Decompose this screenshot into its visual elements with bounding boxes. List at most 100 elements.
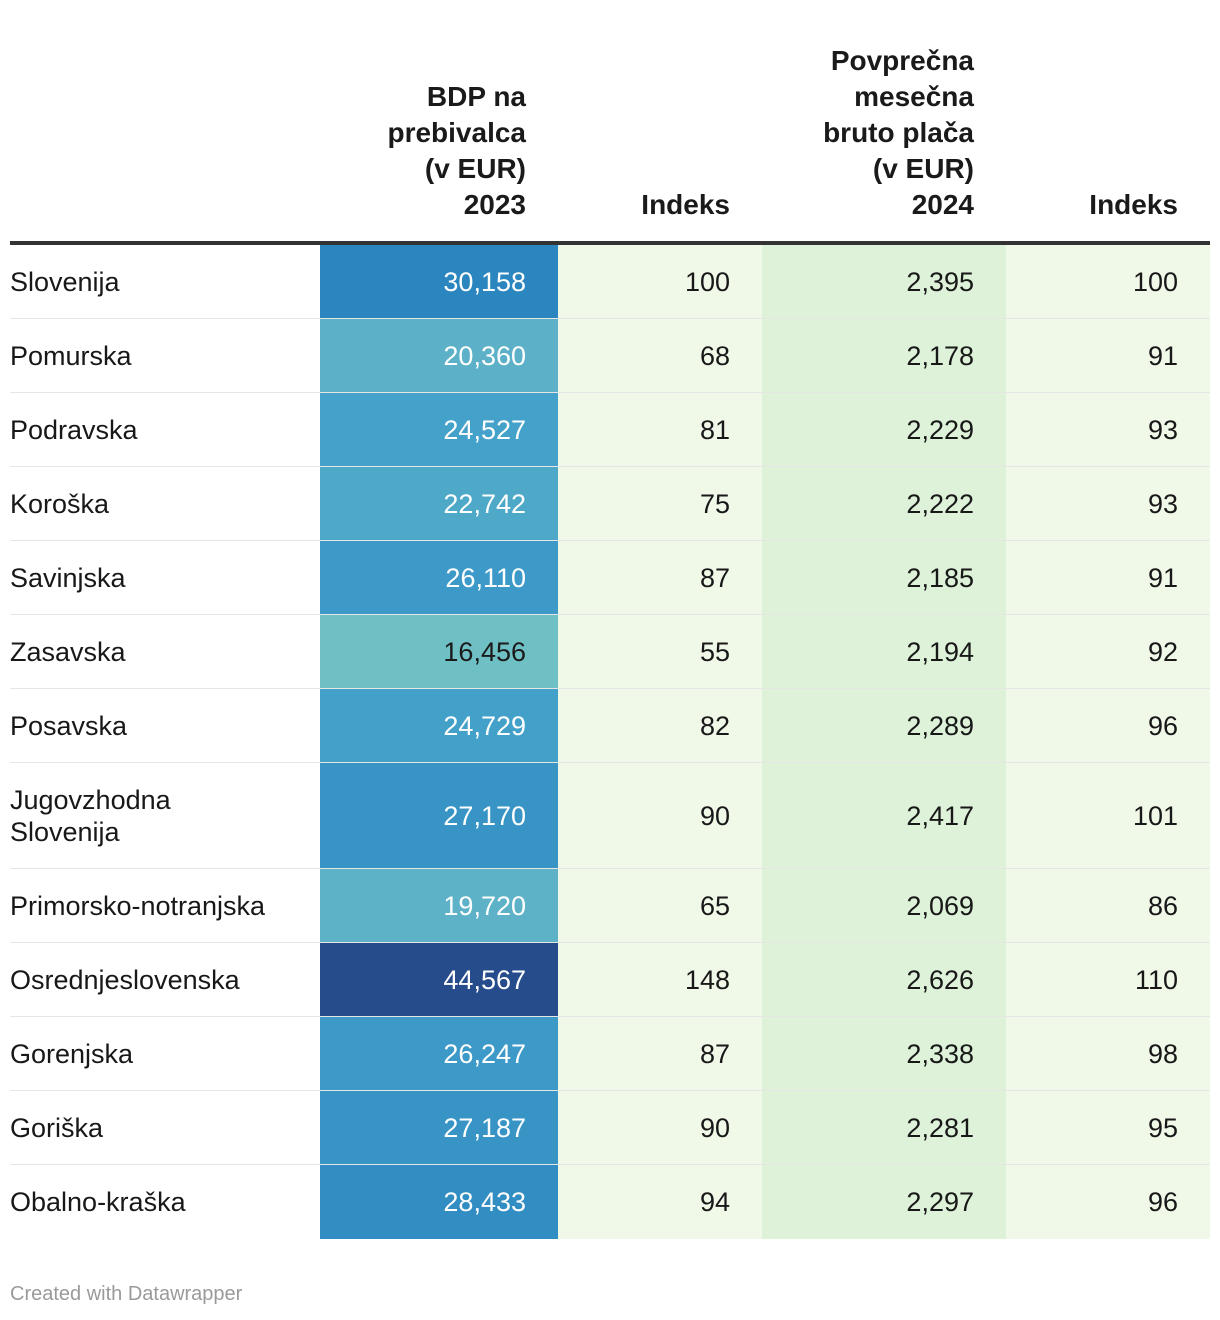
wage-index-cell: 93 [1006,393,1210,466]
wage-cell: 2,395 [762,245,1006,318]
region-cell-value: Zasavska [10,636,126,667]
header-gdp-index[interactable]: Indeks [641,189,730,220]
gdp-cell: 19,720 [320,869,558,942]
wage-cell: 2,229 [762,393,1006,466]
gdp-cell-value: 26,110 [445,562,526,593]
wage-cell-value: 2,289 [906,710,974,741]
wage-index-cell: 101 [1006,763,1210,868]
region-cell: Savinjska [10,541,320,614]
gdp-cell-value: 24,527 [443,414,526,445]
gdp-cell-value: 16,456 [443,636,526,667]
wage-cell-value: 2,069 [906,890,974,921]
wage-cell: 2,338 [762,1017,1006,1090]
gdp-cell: 26,110 [320,541,558,614]
wage-index-cell: 98 [1006,1017,1210,1090]
wage-cell-value: 2,297 [906,1187,974,1217]
wage-cell: 2,069 [762,869,1006,942]
region-cell-value: Jugovzhodna Slovenija [10,784,171,847]
wage-index-cell: 86 [1006,869,1210,942]
wage-index-cell-value: 91 [1147,562,1178,593]
gdp-index-cell: 55 [558,615,762,688]
wage-cell: 2,222 [762,467,1006,540]
wage-index-cell: 96 [1006,689,1210,762]
gdp-cell: 44,567 [320,943,558,1016]
gdp-index-cell: 68 [558,319,762,392]
region-cell-value: Obalno-kraška [10,1187,186,1217]
table-row: Gorenjska 26,247 87 2,338 98 [10,1017,1210,1091]
gdp-cell-value: 20,360 [443,340,526,371]
wage-cell: 2,178 [762,319,1006,392]
datawrapper-credit[interactable]: Created with Datawrapper [10,1283,243,1305]
region-cell: Primorsko-notranjska [10,869,320,942]
gdp-index-cell-value: 94 [699,1187,730,1217]
wage-index-cell-value: 86 [1147,890,1178,921]
region-cell-value: Goriška [10,1112,104,1143]
gdp-cell-value: 27,187 [443,1112,526,1143]
table-row: Pomurska 20,360 68 2,178 91 [10,319,1210,393]
gdp-cell: 24,527 [320,393,558,466]
gdp-index-cell: 65 [558,869,762,942]
gdp-index-cell-value: 87 [699,562,730,593]
region-cell: Podravska [10,393,320,466]
data-table: BDP na prebivalca (v EUR) 2023 Indeks Po… [10,0,1210,1239]
gdp-index-cell: 100 [558,245,762,318]
region-cell-value: Slovenija [10,266,120,297]
table-row: Posavska 24,729 82 2,289 96 [10,689,1210,763]
table-row: Savinjska 26,110 87 2,185 91 [10,541,1210,615]
gdp-cell: 28,433 [320,1165,558,1239]
wage-index-cell-value: 93 [1147,414,1178,445]
region-cell-value: Gorenjska [10,1038,134,1069]
gdp-cell-value: 28,433 [443,1187,526,1217]
gdp-index-cell: 87 [558,1017,762,1090]
gdp-index-cell-value: 90 [699,1112,730,1143]
table-row: Zasavska 16,456 55 2,194 92 [10,615,1210,689]
header-wage[interactable]: Povprečna mesečna bruto plača (v EUR) 20… [823,45,974,220]
region-cell: Pomurska [10,319,320,392]
wage-index-cell: 110 [1006,943,1210,1016]
wage-cell: 2,289 [762,689,1006,762]
wage-cell-value: 2,281 [906,1112,974,1143]
wage-index-cell: 92 [1006,615,1210,688]
gdp-cell: 16,456 [320,615,558,688]
wage-cell-value: 2,185 [906,562,974,593]
wage-index-cell-value: 96 [1147,710,1178,741]
wage-index-cell: 93 [1006,467,1210,540]
wage-index-cell: 100 [1006,245,1210,318]
region-cell-value: Koroška [10,488,110,519]
region-cell-value: Pomurska [10,340,132,371]
wage-index-cell-value: 92 [1147,636,1178,667]
gdp-index-cell-value: 90 [699,800,730,831]
gdp-index-cell-value: 65 [699,890,730,921]
wage-cell-value: 2,229 [906,414,974,445]
gdp-index-cell: 75 [558,467,762,540]
gdp-index-cell: 148 [558,943,762,1016]
gdp-index-cell: 90 [558,763,762,868]
gdp-index-cell: 87 [558,541,762,614]
wage-index-cell-value: 96 [1147,1187,1178,1217]
wage-cell-value: 2,222 [906,488,974,519]
wage-cell: 2,194 [762,615,1006,688]
region-cell: Goriška [10,1091,320,1164]
gdp-cell-value: 22,742 [443,488,526,519]
gdp-cell: 27,170 [320,763,558,868]
table-row: Podravska 24,527 81 2,229 93 [10,393,1210,467]
wage-cell-value: 2,178 [906,340,974,371]
gdp-index-cell-value: 55 [699,636,730,667]
region-cell: Zasavska [10,615,320,688]
table-row: Slovenija 30,158 100 2,395 100 [10,245,1210,319]
wage-index-cell-value: 98 [1147,1038,1178,1069]
wage-index-cell: 96 [1006,1165,1210,1239]
gdp-cell-value: 44,567 [443,964,526,995]
gdp-cell: 22,742 [320,467,558,540]
region-cell: Gorenjska [10,1017,320,1090]
header-wage-index[interactable]: Indeks [1089,189,1178,220]
gdp-index-cell-value: 68 [699,340,730,371]
wage-index-cell: 91 [1006,319,1210,392]
gdp-index-cell-value: 75 [699,488,730,519]
gdp-index-cell: 94 [558,1165,762,1239]
wage-index-cell-value: 93 [1147,488,1178,519]
wage-index-cell-value: 101 [1132,800,1178,831]
header-gdp[interactable]: BDP na prebivalca (v EUR) 2023 [387,81,526,220]
wage-cell: 2,185 [762,541,1006,614]
wage-index-cell-value: 95 [1147,1112,1178,1143]
